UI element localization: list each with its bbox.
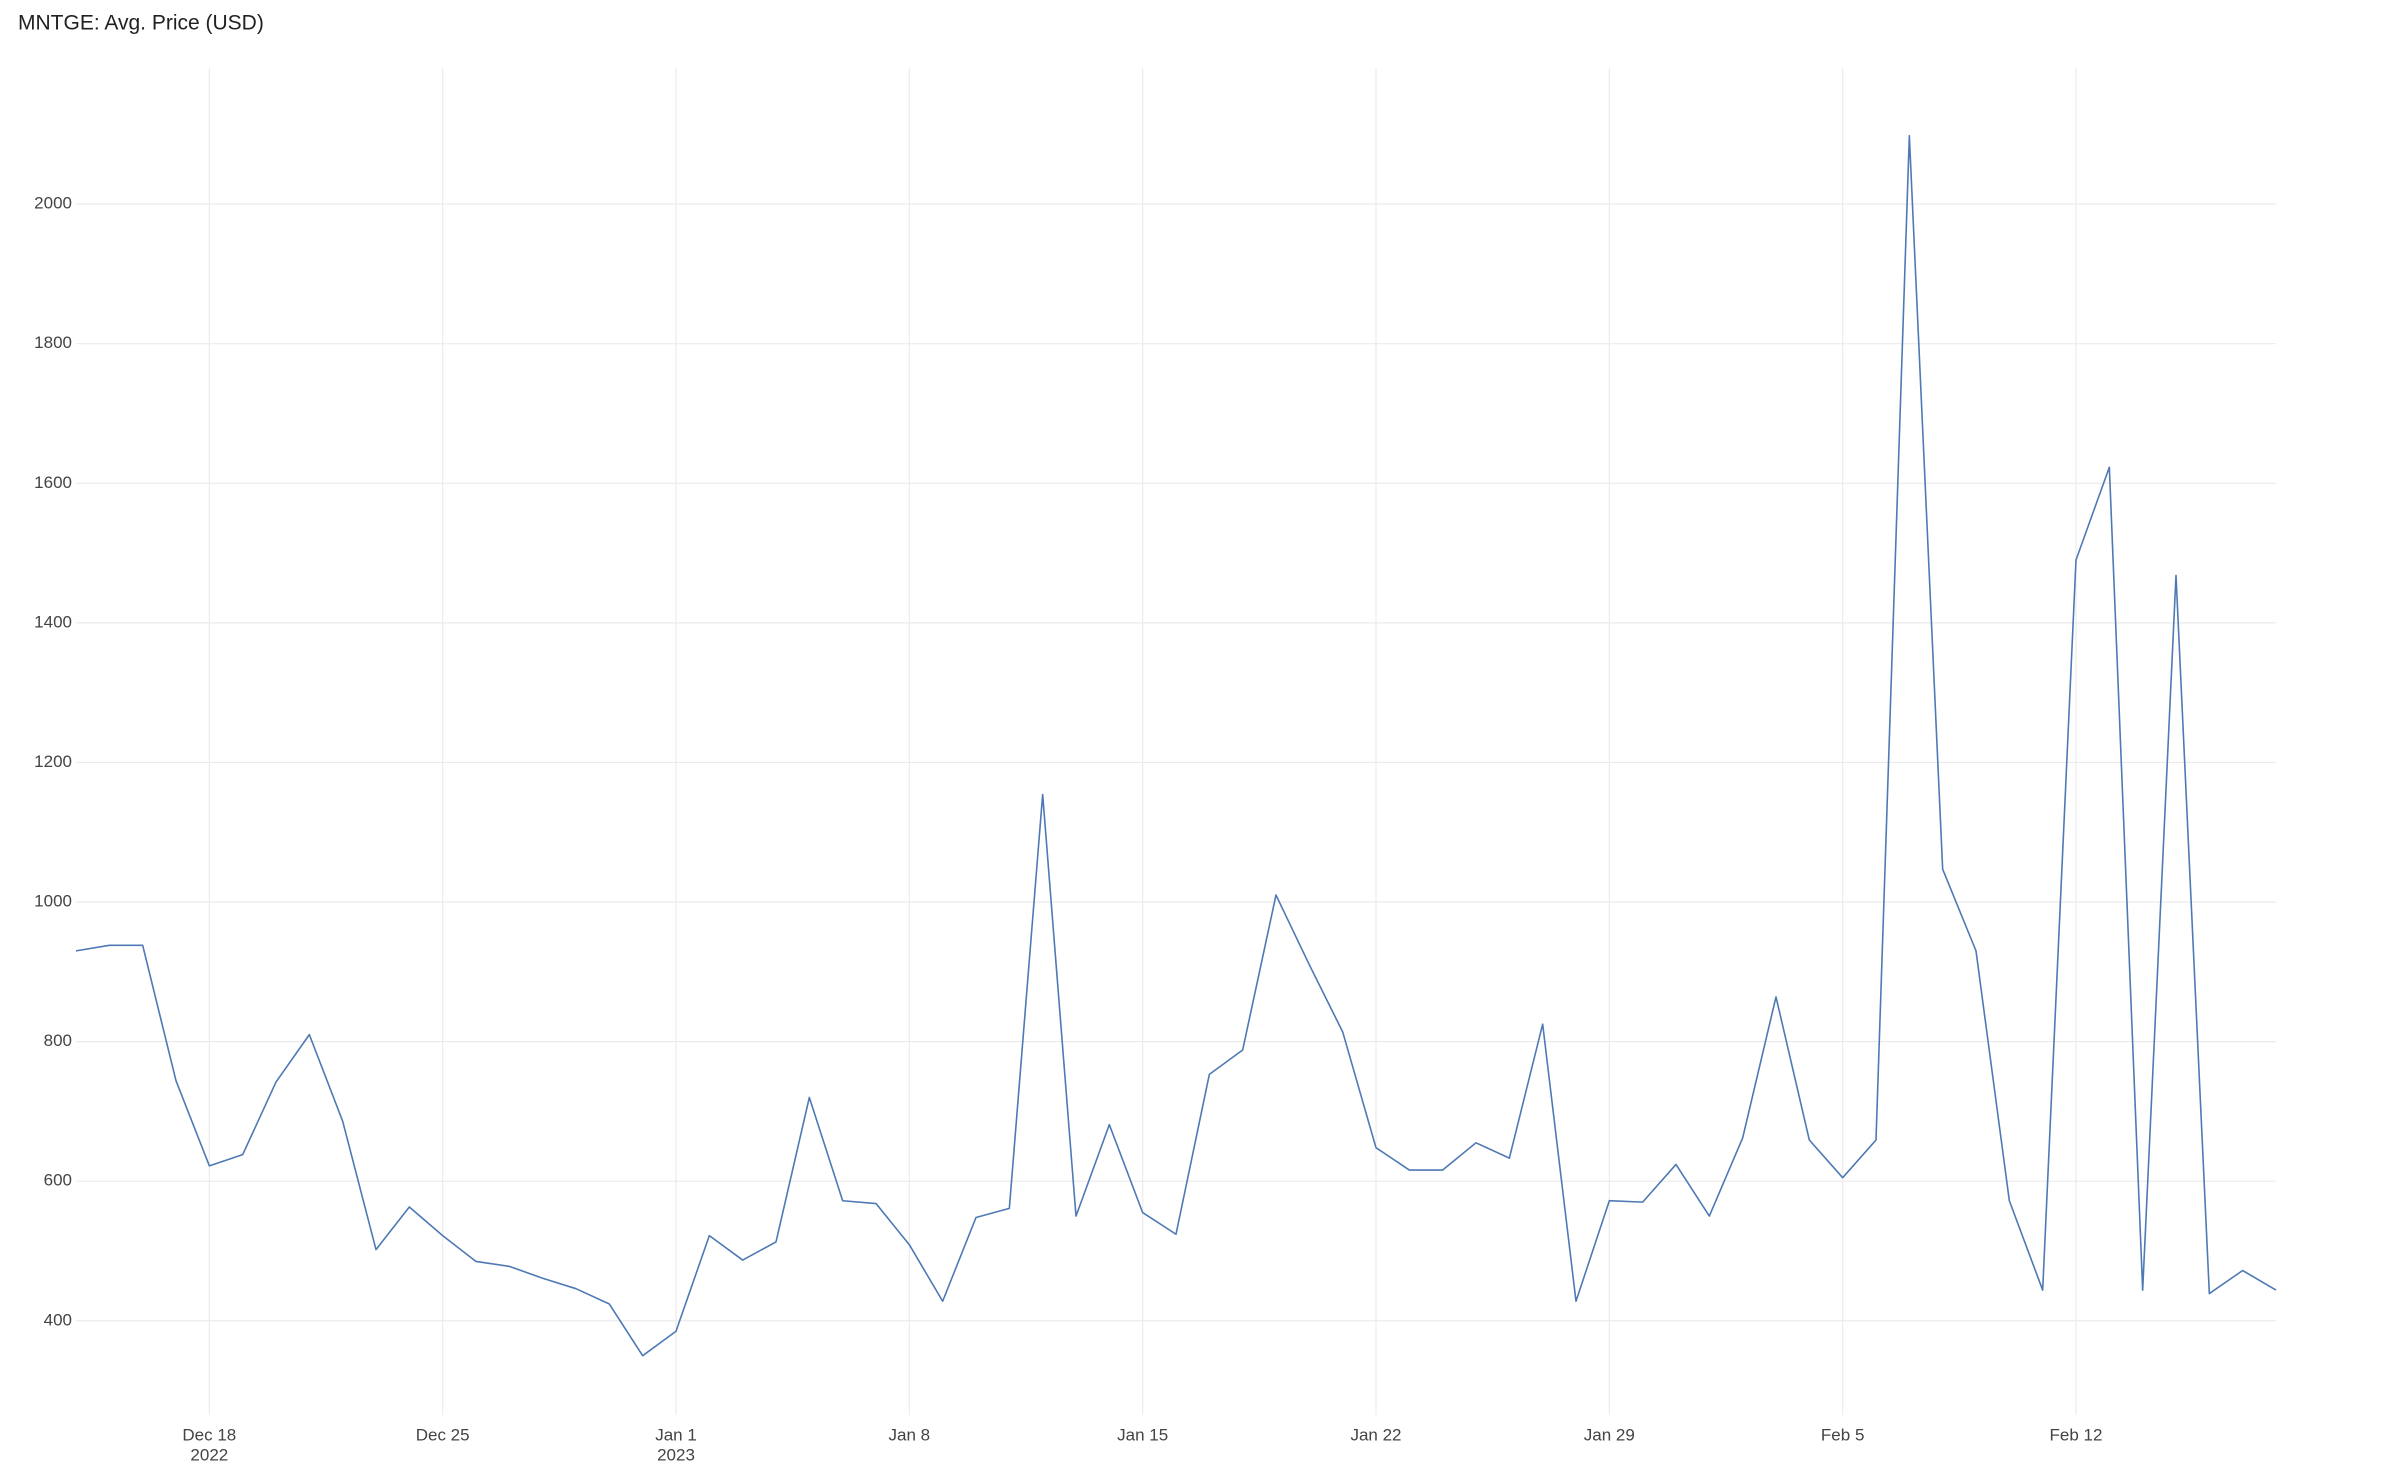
y-tick-label: 1400 <box>34 612 72 631</box>
x-tick-year: 2022 <box>190 1445 228 1464</box>
x-tick-label: Jan 15 <box>1117 1425 1168 1444</box>
x-tick-label: Feb 5 <box>1821 1425 1864 1444</box>
y-tick-label: 1800 <box>34 333 72 352</box>
x-tick-label: Jan 29 <box>1584 1425 1635 1444</box>
y-tick-label: 1000 <box>34 892 72 911</box>
y-tick-label: 400 <box>44 1310 72 1329</box>
chart-title: MNTGE: Avg. Price (USD) <box>18 12 264 35</box>
y-tick-label: 800 <box>44 1031 72 1050</box>
x-tick-label: Jan 1 <box>655 1425 697 1444</box>
x-tick-label: Jan 8 <box>889 1425 931 1444</box>
y-tick-label: 600 <box>44 1171 72 1190</box>
x-tick-year: 2023 <box>657 1445 695 1464</box>
x-tick-label: Feb 12 <box>2050 1425 2103 1444</box>
y-tick-label: 2000 <box>34 194 72 213</box>
x-tick-label: Jan 22 <box>1350 1425 1401 1444</box>
price-line <box>75 134 2277 1357</box>
x-tick-label: Dec 25 <box>416 1425 470 1444</box>
y-tick-label: 1600 <box>34 473 72 492</box>
x-tick-label: Dec 18 <box>182 1425 236 1444</box>
y-tick-label: 1200 <box>34 752 72 771</box>
